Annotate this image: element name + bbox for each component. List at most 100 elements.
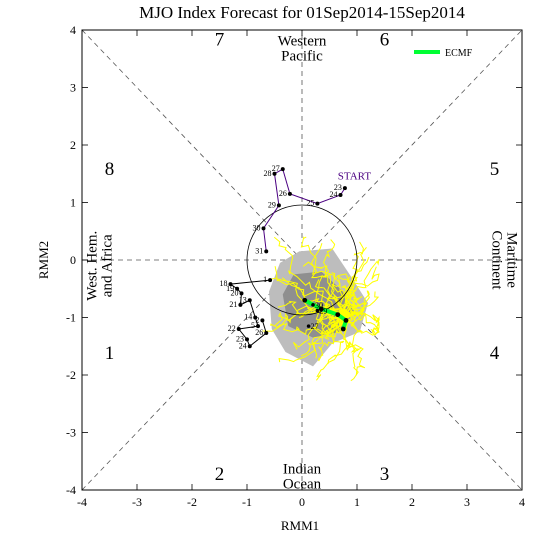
- phase-label-8: 8: [105, 159, 115, 180]
- forecast-point: [306, 324, 311, 328]
- day-label: 28: [264, 169, 272, 178]
- day-label: 5: [251, 321, 255, 330]
- region-label: West. Hem. and Africa: [85, 231, 116, 301]
- data-point: [239, 291, 244, 296]
- ensemble-member-track: [310, 243, 343, 315]
- y-tick-label: 0: [70, 253, 76, 267]
- day-label: 20: [231, 288, 239, 297]
- chart-title: MJO Index Forecast for 01Sep2014-15Sep20…: [139, 3, 465, 22]
- ensemble-member-track: [300, 236, 346, 317]
- x-tick-label: -3: [132, 495, 142, 509]
- phase-label-3: 3: [380, 464, 390, 485]
- x-tick-label: 4: [519, 495, 525, 509]
- day-label: 29: [268, 200, 276, 209]
- ensemble-member-track: [342, 315, 380, 336]
- y-tick-label: -1: [66, 311, 76, 325]
- data-point: [318, 306, 324, 312]
- series-ecmf: [302, 297, 349, 332]
- day-label: 18: [220, 279, 228, 288]
- phase-label-1: 1: [105, 343, 115, 364]
- day-label: 19: [226, 284, 234, 293]
- data-point: [253, 315, 258, 320]
- ensemble-member-tracks: [262, 236, 380, 382]
- series-layer: 2324252627282930311181920211314522232426…: [220, 164, 372, 350]
- ensemble-member-track: [273, 236, 346, 313]
- day-label: 26: [279, 189, 287, 198]
- y-tick-label: 1: [70, 196, 76, 210]
- data-point: [272, 171, 277, 176]
- data-point: [315, 201, 320, 206]
- data-point: [247, 344, 252, 349]
- ensemble-member-track: [333, 320, 359, 382]
- day-label: 24: [239, 341, 247, 350]
- region-label-line: Continent: [489, 230, 505, 290]
- ensemble-member-track: [270, 311, 341, 336]
- y-tick-label: 3: [70, 81, 76, 95]
- start-label: START: [338, 171, 372, 183]
- region-label-line: Maritime: [504, 232, 520, 288]
- ensemble-member-track: [343, 317, 366, 376]
- ensemble-member-track: [346, 302, 365, 316]
- data-point: [247, 298, 252, 303]
- ensemble-member-track: [338, 241, 364, 319]
- day-label: 27: [272, 164, 280, 173]
- phase-label-5: 5: [490, 159, 500, 180]
- region-label-line: Western: [278, 33, 327, 49]
- forecast-point: [315, 308, 320, 313]
- x-axis-label: RMM1: [281, 518, 319, 533]
- x-tick-label: -4: [77, 495, 87, 509]
- data-point: [342, 186, 347, 191]
- region-label-line: Pacific: [281, 48, 323, 64]
- ensemble-member-track: [315, 316, 345, 381]
- data-point: [340, 326, 346, 332]
- ensemble-member-track: [332, 246, 367, 313]
- ensemble-member-track: [277, 300, 339, 321]
- ensemble-member-track: [322, 239, 340, 315]
- data-point: [256, 324, 260, 329]
- region-label-line: West. Hem.: [85, 231, 101, 301]
- ensemble-member-track: [331, 275, 357, 319]
- day-label: 30: [253, 223, 261, 232]
- data-point: [268, 278, 273, 283]
- ensemble-member-track: [274, 305, 342, 326]
- x-tick-label: -2: [187, 495, 197, 509]
- ensemble-member-track: [346, 312, 380, 336]
- ensemble-member-track: [320, 311, 340, 325]
- y-tick-label: -3: [66, 426, 76, 440]
- data-point: [235, 286, 240, 291]
- data-point: [264, 331, 269, 336]
- data-point: [228, 282, 233, 287]
- day-label: 23: [236, 334, 244, 343]
- forecast-point: [311, 303, 315, 307]
- y-tick-label: 2: [70, 138, 76, 152]
- legend-ecmf-label: ECMF: [445, 48, 473, 59]
- amplitude-one-circle: [246, 204, 358, 316]
- phase-label-2: 2: [215, 464, 225, 485]
- day-label: 13: [239, 295, 247, 304]
- phase-label-6: 6: [380, 30, 390, 51]
- data-point: [236, 327, 241, 331]
- x-tick-label: -1: [242, 495, 252, 509]
- day-label: 2: [255, 315, 259, 324]
- data-point: [343, 317, 349, 323]
- day-label: 26: [255, 328, 263, 337]
- day-label: 21: [229, 300, 237, 309]
- data-point: [287, 191, 292, 196]
- x-tick-label: 3: [464, 495, 470, 509]
- forecast-day-label: 27: [311, 322, 319, 331]
- data-point: [238, 302, 243, 307]
- region-label-line: Ocean: [283, 477, 322, 493]
- data-point: [338, 193, 343, 198]
- day-label: 14: [244, 313, 252, 322]
- ensemble-member-track: [318, 314, 344, 362]
- x-tick-label: 0: [299, 495, 305, 509]
- day-label: 22: [228, 324, 236, 333]
- data-point: [260, 318, 265, 323]
